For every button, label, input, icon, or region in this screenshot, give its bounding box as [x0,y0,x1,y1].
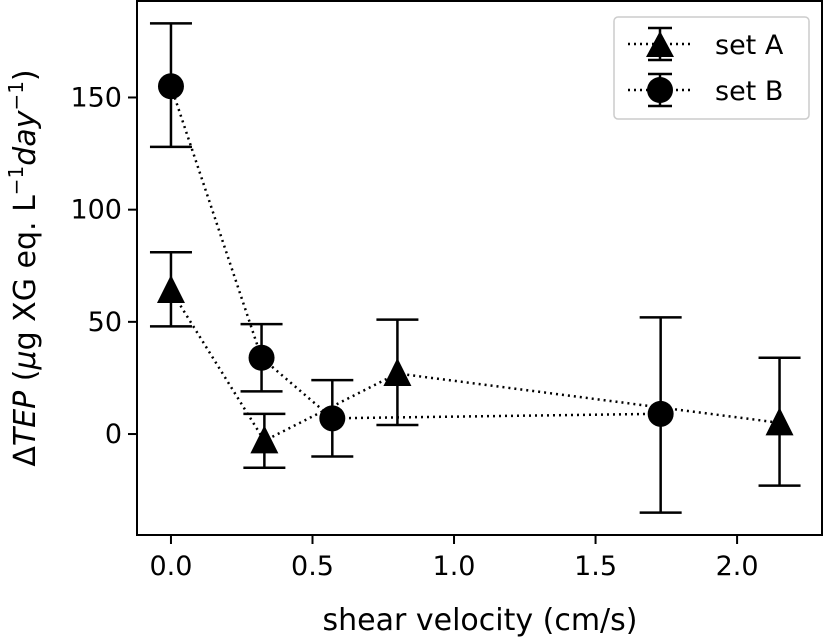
y-axis: 0 50 100 150 [70,82,137,450]
legend-label-set-a: set A [715,30,784,61]
legend-marker-set-b [647,77,673,103]
legend-entry-set-b: set B [628,72,783,108]
y-tick-label: 50 [88,307,122,338]
x-tick-label: 0.0 [149,551,192,582]
y-tick-label: 150 [70,82,122,113]
x-tick-label: 1.5 [574,551,617,582]
legend-entry-set-a: set A [628,26,784,62]
y-axis-title-open: ( [8,370,43,391]
y-tick-label: 100 [70,195,122,226]
data-point-set-b [248,344,275,371]
legend-marker-set-a [646,31,674,57]
y-axis-title: ΔTEP (μg XG eq. L−1day−1) [4,69,43,466]
y-axis-title-close: ) [8,69,43,81]
y-axis-title-day: day [8,109,43,165]
data-point-set-b [319,405,346,432]
y-tick-label: 0 [105,419,122,450]
y-axis-title-sup1: −1 [4,166,28,195]
series-layer [149,22,801,514]
x-tick-label: 0.5 [291,551,334,582]
plot-frame [136,0,823,536]
series-set-b [149,22,682,514]
x-axis: 0.0 0.5 1.0 1.5 2.0 [149,535,759,582]
y-axis-title-mu: μ [8,350,43,370]
x-axis-title: shear velocity (cm/s) [323,603,638,638]
legend: set A set B [613,16,810,120]
data-point-set-a [250,425,279,454]
data-point-set-a [765,407,794,436]
x-tick-label: 2.0 [716,551,759,582]
y-axis-title-units: g XG eq. L [8,195,43,350]
x-tick-label: 1.0 [433,551,476,582]
data-point-set-a [383,358,412,387]
y-axis-title-prefix: Δ [8,446,43,467]
data-point-set-b [157,73,184,100]
y-axis-title-sup2: −1 [4,81,28,110]
y-axis-title-variable: TEP [8,390,43,446]
data-point-set-b [647,400,674,427]
data-point-set-a [156,275,185,304]
legend-label-set-b: set B [715,76,783,107]
series-set-a [149,251,801,487]
